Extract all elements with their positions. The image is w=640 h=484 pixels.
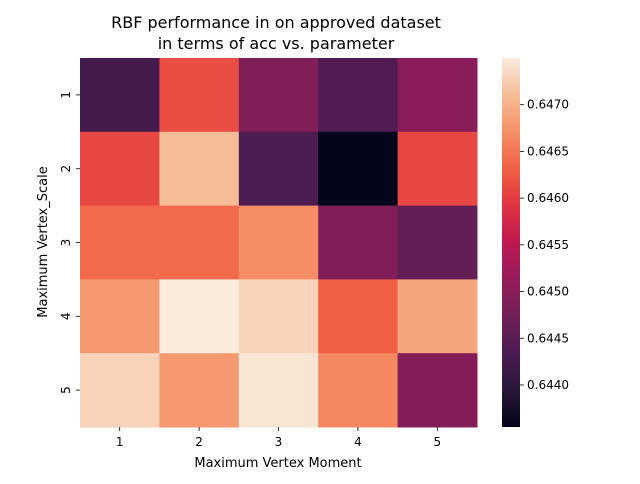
heatmap-cell-r1-c4 <box>318 58 399 133</box>
heatmap-cell-r4-c1 <box>80 279 160 354</box>
y-tick-label: 5 <box>59 386 73 394</box>
chart-title-line-1: RBF performance in on approved dataset <box>111 13 441 32</box>
heatmap-cell-r5-c3 <box>238 353 319 428</box>
heatmap-cell-r2-c2 <box>159 131 240 207</box>
heatmap-cell-r3-c1 <box>80 205 160 280</box>
heatmap-cell-r1-c5 <box>397 58 478 133</box>
heatmap-cell-r5-c2 <box>159 353 240 428</box>
heatmap-cell-r4-c4 <box>318 279 399 354</box>
x-tick-label: 1 <box>116 435 124 449</box>
heatmap-cell-r1-c3 <box>238 58 319 133</box>
x-axis-label: Maximum Vertex Moment <box>194 456 361 471</box>
colorbar-tick-label: 0.6455 <box>527 238 569 252</box>
x-axis-ticks: 1 2 3 4 5 <box>116 427 441 449</box>
colorbar-tick-label: 0.6470 <box>527 98 569 112</box>
heatmap-cell-r5-c1 <box>80 353 160 428</box>
heatmap-cell-r4-c2 <box>159 279 240 354</box>
chart-title-line-2: in terms of acc vs. parameter <box>158 34 395 53</box>
colorbar-ticks: 0.6440 0.6445 0.6450 0.6455 0.6460 0.6465 0.64… <box>520 98 569 392</box>
colorbar <box>502 58 520 427</box>
colorbar-tick-label: 0.6440 <box>527 378 569 392</box>
heatmap-cells <box>80 58 478 428</box>
heatmap-cell-r2-c4 <box>318 131 399 207</box>
x-tick-label: 3 <box>275 435 283 449</box>
heatmap-cell-r4-c3 <box>238 279 319 354</box>
heatmap-cell-r3-c2 <box>159 205 240 280</box>
heatmap-cell-r1-c2 <box>159 58 240 133</box>
y-tick-label: 4 <box>59 312 73 320</box>
y-axis-label: Maximum Vertex_Scale <box>36 166 51 317</box>
heatmap-cell-r1-c1 <box>80 58 160 133</box>
y-axis-ticks: 1 2 3 4 5 <box>59 91 80 394</box>
colorbar-tick-label: 0.6460 <box>527 191 569 205</box>
colorbar-tick-label: 0.6450 <box>527 285 569 299</box>
heatmap-cell-r2-c1 <box>80 131 160 207</box>
x-tick-label: 2 <box>195 435 203 449</box>
x-tick-label: 4 <box>354 435 362 449</box>
heatmap-cell-r4-c5 <box>397 279 478 354</box>
y-tick-label: 2 <box>59 165 73 173</box>
y-tick-label: 3 <box>59 239 73 247</box>
heatmap-cell-r3-c3 <box>238 205 319 280</box>
heatmap-cell-r5-c4 <box>318 353 399 428</box>
heatmap-cell-r3-c5 <box>397 205 478 280</box>
colorbar-tick-label: 0.6445 <box>527 331 569 345</box>
heatmap-cell-r2-c3 <box>238 131 319 207</box>
heatmap-cell-r5-c5 <box>397 353 478 428</box>
colorbar-tick-label: 0.6465 <box>527 144 569 158</box>
heatmap-cell-r3-c4 <box>318 205 399 280</box>
x-tick-label: 5 <box>433 435 441 449</box>
heatmap-cell-r2-c5 <box>397 131 478 207</box>
y-tick-label: 1 <box>59 91 73 99</box>
